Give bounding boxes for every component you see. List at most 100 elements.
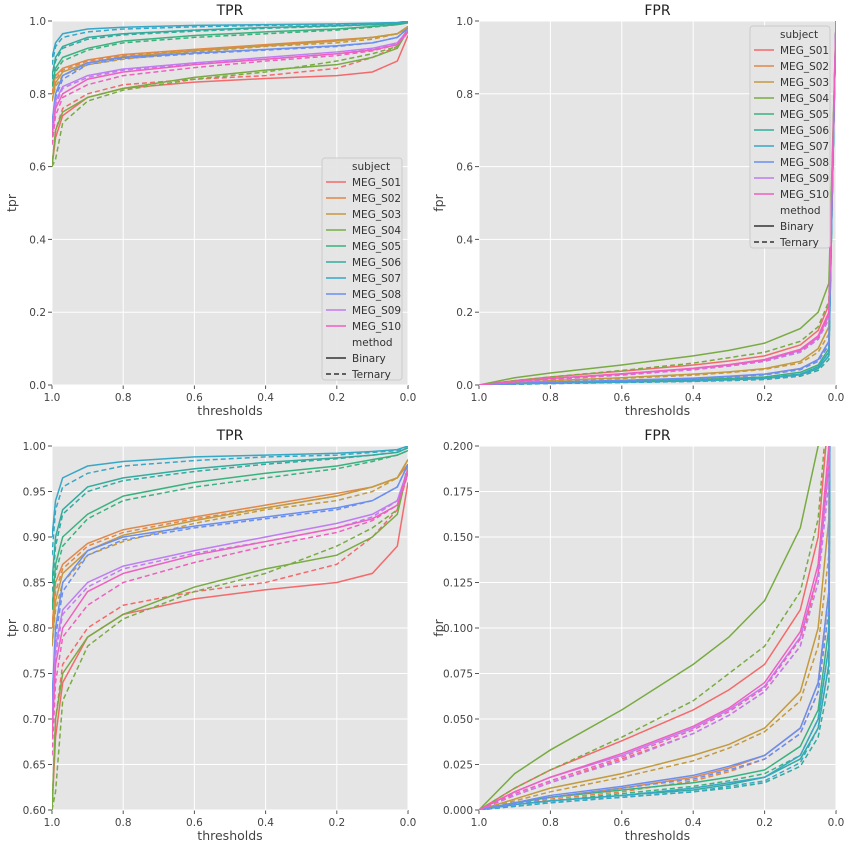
series-line-meg-s08-binary (52, 463, 408, 701)
series-line-meg-s04-binary (52, 468, 408, 810)
x-tick-label: 1.0 (44, 392, 61, 404)
series-line-meg-s09-binary (52, 29, 408, 131)
legend-label: MEG_S06 (780, 125, 829, 137)
series-line-meg-s08-ternary (479, 21, 836, 385)
legend-label: MEG_S01 (780, 45, 829, 57)
series-line-meg-s10-binary (479, 446, 830, 810)
legend-label: Binary (780, 221, 814, 233)
legend-label: MEG_S09 (352, 305, 401, 317)
legend-label: Binary (352, 353, 386, 365)
series-line-meg-s08-ternary (52, 27, 408, 124)
legend-label: MEG_S02 (780, 61, 829, 73)
legend-label: MEG_S07 (780, 141, 829, 153)
x-tick-label: 0.8 (115, 817, 132, 829)
x-tick-label: 0.2 (756, 817, 773, 829)
x-tick-label: 1.0 (471, 392, 488, 404)
series-line-meg-s03-ternary (479, 446, 831, 810)
x-tick-label: 1.0 (471, 817, 488, 829)
chart-panel-4: 1.0 0.8 0.6 0.4 0.2 0.0 0.000 0.025 0.050 0.075 0.… (431, 428, 844, 843)
series-line-meg-s01-binary (52, 482, 408, 810)
x-tick-label: 0.6 (613, 817, 630, 829)
series-line-meg-s10-ternary (52, 29, 408, 145)
chart-title: FPR (644, 428, 670, 444)
x-tick-label: 0.4 (257, 392, 274, 404)
legend-label: MEG_S09 (780, 173, 829, 185)
legend-label: MEG_S08 (780, 157, 829, 169)
x-tick-label: 0.6 (186, 817, 203, 829)
series-line-meg-s06-ternary (52, 21, 408, 80)
legend-subject-title: subject (352, 161, 390, 173)
y-tick-label: 0.200 (443, 441, 473, 453)
y-tick-label: 0.6 (29, 162, 46, 174)
legend-method-title: method (352, 337, 393, 349)
series-line-meg-s07-ternary (52, 21, 408, 65)
series-line-meg-s07-ternary (479, 21, 836, 385)
x-tick-label: 0.8 (542, 817, 559, 829)
chart-panel-2: 1.0 0.8 0.6 0.4 0.2 0.0 0.0 0.2 0.4 0.6 0.8 1.0 FPR t… (431, 3, 844, 418)
legend-label: Ternary (779, 237, 819, 249)
legend-label: MEG_S03 (780, 77, 829, 89)
series-line-meg-s06-ternary (52, 447, 408, 592)
series-line-meg-s03-ternary (52, 25, 408, 102)
y-tick-label: 1.00 (23, 441, 46, 453)
x-tick-label: 0.0 (400, 392, 417, 404)
x-tick-label: 0.4 (685, 817, 702, 829)
x-tick-label: 0.2 (328, 392, 345, 404)
y-axis-label: fpr (431, 618, 446, 636)
legend-label: MEG_S04 (352, 225, 401, 237)
legend-label: MEG_S10 (780, 189, 829, 201)
y-axis-label: tpr (4, 193, 19, 212)
x-axis-label: thresholds (625, 828, 690, 843)
y-tick-label: 0.95 (23, 487, 46, 499)
series-line-meg-s03-binary (479, 446, 830, 810)
legend-label: MEG_S06 (352, 257, 401, 269)
x-tick-label: 1.0 (44, 817, 61, 829)
x-axis-label: thresholds (197, 828, 262, 843)
y-tick-label: 0.8 (29, 89, 46, 101)
y-tick-label: 0.90 (23, 532, 46, 544)
series-line-meg-s04-ternary (52, 464, 408, 810)
series-line-meg-s10-binary (52, 473, 408, 738)
y-tick-label: 0.2 (456, 307, 473, 319)
y-tick-label: 0.60 (23, 805, 46, 817)
y-tick-label: 1.0 (456, 16, 473, 28)
x-tick-label: 0.8 (542, 392, 559, 404)
series-line-meg-s04-binary (52, 29, 408, 167)
y-tick-label: 0.4 (456, 234, 473, 246)
y-tick-label: 0.075 (443, 669, 473, 681)
y-axis-label: fpr (431, 193, 446, 211)
y-tick-label: 0.8 (456, 89, 473, 101)
legend-label: MEG_S05 (352, 241, 401, 253)
y-tick-label: 0.6 (456, 162, 473, 174)
series-group (479, 21, 836, 385)
series-line-meg-s10-ternary (52, 468, 408, 756)
x-tick-label: 0.4 (685, 392, 702, 404)
series-line-meg-s04-ternary (479, 21, 836, 385)
y-tick-label: 0.0 (29, 380, 46, 392)
y-tick-label: 0.2 (29, 307, 46, 319)
series-line-meg-s03-binary (52, 459, 408, 647)
series-line-meg-s05-binary (52, 449, 408, 610)
x-tick-label: 0.6 (613, 392, 630, 404)
series-line-meg-s05-ternary (52, 22, 408, 87)
y-tick-label: 0.150 (443, 532, 473, 544)
chart-title: TPR (216, 428, 244, 444)
y-tick-label: 0.025 (443, 760, 473, 772)
legend-label: MEG_S05 (780, 109, 829, 121)
series-line-meg-s07-ternary (479, 446, 831, 810)
x-tick-label: 0.2 (756, 392, 773, 404)
series-line-meg-s05-binary (52, 22, 408, 87)
y-tick-label: 0.75 (23, 669, 46, 681)
x-tick-label: 0.8 (115, 392, 132, 404)
legend: subject MEG_S01 MEG_S02 MEG_S03 MEG_S04 MEG_S… (321, 157, 403, 381)
legend-label: MEG_S02 (352, 193, 401, 205)
legend-subject-title: subject (780, 29, 818, 41)
legend-method-title: method (780, 205, 821, 217)
series-group (52, 21, 408, 167)
series-line-meg-s08-binary (479, 446, 831, 810)
series-line-meg-s10-ternary (479, 21, 836, 385)
series-line-meg-s10-ternary (479, 446, 830, 810)
chart-title: FPR (644, 3, 670, 19)
chart-panel-1: 1.0 0.8 0.6 0.4 0.2 0.0 0.0 0.2 0.4 0.6 0.8 1.0 TPR t… (4, 3, 416, 418)
